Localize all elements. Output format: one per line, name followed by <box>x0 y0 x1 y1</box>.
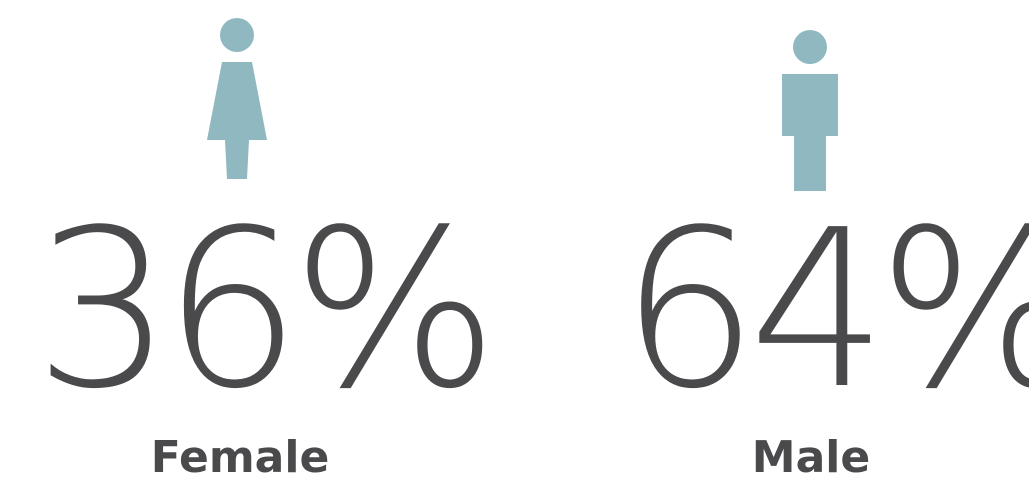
male-percent-label: 64% <box>620 184 1029 437</box>
female-percent-label: 36% <box>34 184 499 437</box>
male-person-icon <box>782 30 838 191</box>
male-category-label: Male <box>751 432 871 483</box>
female-person-icon <box>207 18 267 179</box>
female-category-label: Female <box>150 432 330 483</box>
